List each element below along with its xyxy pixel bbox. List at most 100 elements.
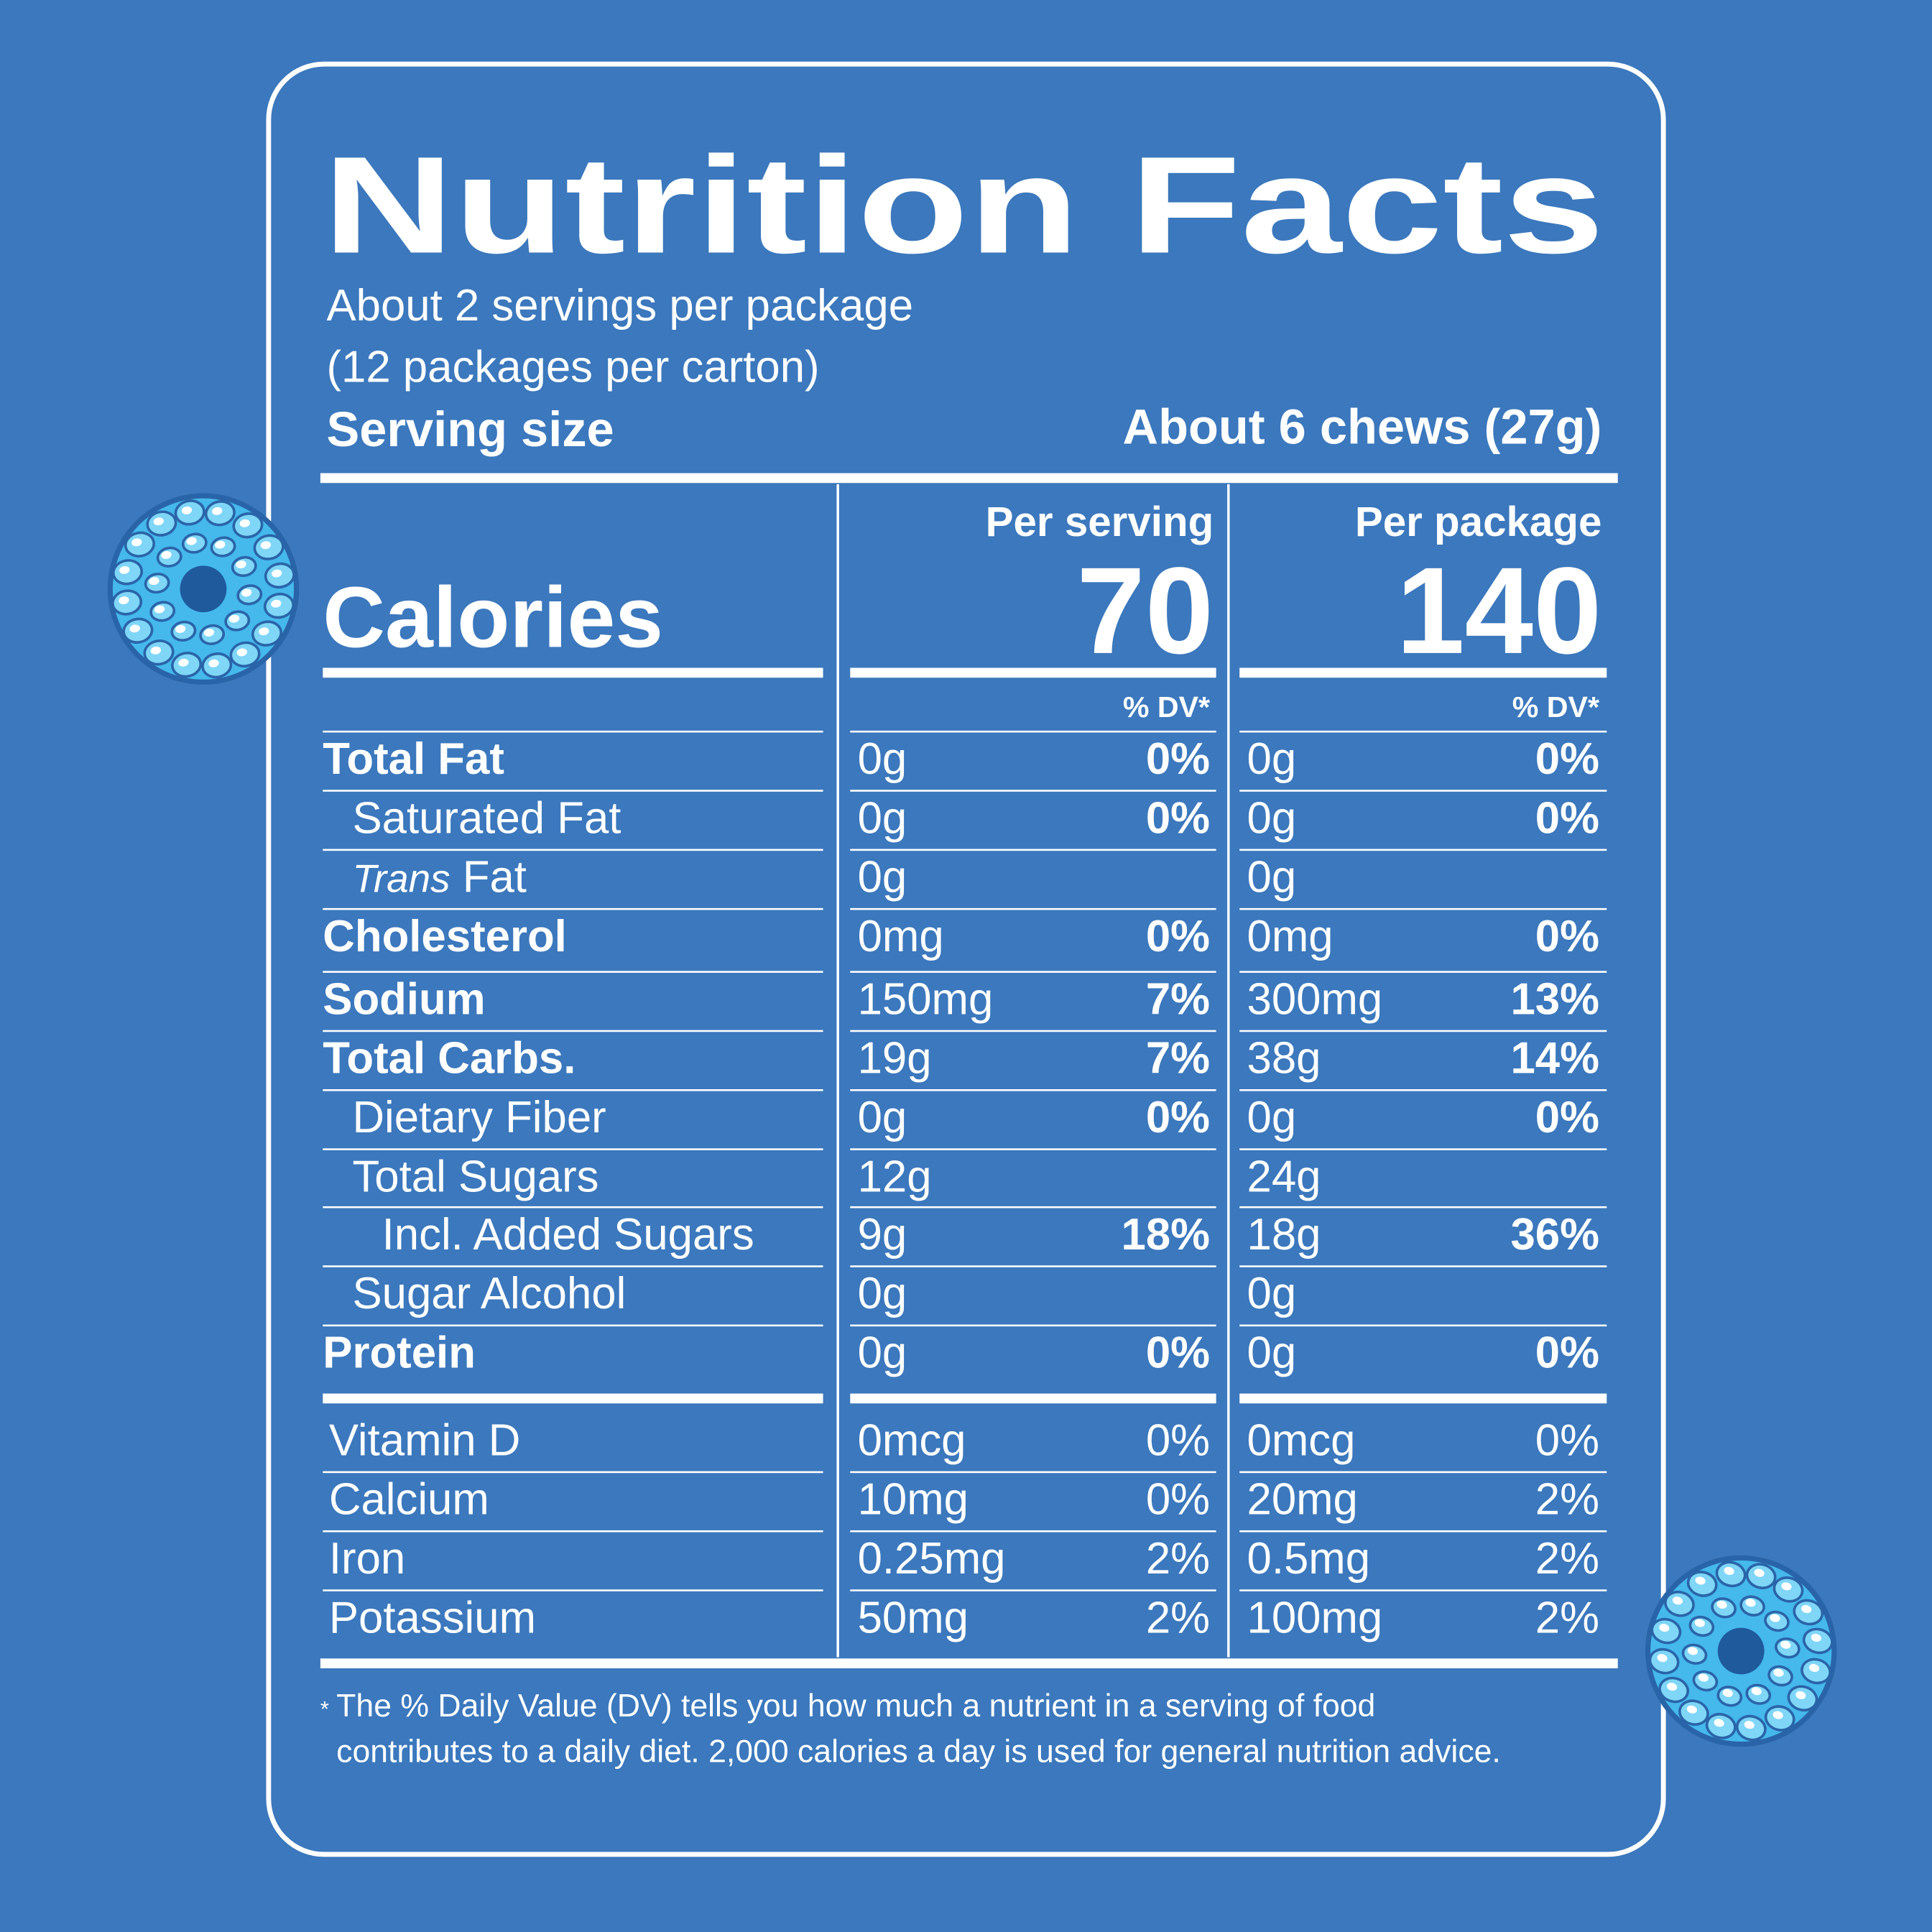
nutrient-label: Total Sugars — [352, 1152, 598, 1201]
vitamin-label: Calcium — [329, 1475, 489, 1525]
rule-thin — [323, 1265, 823, 1267]
highlight — [149, 577, 160, 586]
daily-value: 2% — [1535, 1593, 1599, 1642]
amount: 0g — [1247, 793, 1297, 843]
rule-thin — [323, 971, 823, 973]
highlight — [1781, 1582, 1792, 1591]
amount: 300mg — [1247, 974, 1383, 1024]
berry-hole — [180, 565, 227, 613]
nutrient-label: Sugar Alcohol — [352, 1269, 626, 1318]
daily-value: 36% — [1510, 1210, 1599, 1260]
rule-thick — [1239, 667, 1607, 678]
berry-hole — [1717, 1627, 1765, 1675]
daily-value: 13% — [1510, 974, 1599, 1024]
amount: 18g — [1247, 1210, 1321, 1260]
highlight — [131, 538, 142, 547]
rule-thick — [850, 667, 1216, 678]
daily-value: 18% — [1122, 1210, 1211, 1260]
amount: 150mg — [858, 974, 994, 1024]
highlight — [1744, 1721, 1755, 1729]
rule-thin — [323, 849, 823, 851]
highlight — [1714, 1719, 1724, 1727]
rule-thin — [1239, 1589, 1607, 1591]
rule-thin — [1239, 1206, 1607, 1208]
berry — [107, 493, 300, 685]
highlight — [1772, 1711, 1783, 1719]
rule-thick — [320, 473, 1618, 484]
highlight — [203, 629, 215, 637]
nutrient-label: Sodium — [323, 974, 485, 1024]
nutrient-label: Fat — [463, 853, 527, 902]
daily-value: 0% — [1146, 1093, 1210, 1142]
packages: (12 packages per carton) — [326, 343, 819, 392]
highlight — [119, 565, 130, 574]
daily-value: 2% — [1146, 1534, 1210, 1584]
rule-thin — [850, 1324, 1216, 1327]
amount: 20mg — [1247, 1475, 1358, 1525]
highlight — [1795, 1691, 1806, 1699]
servings: About 2 servings per package — [326, 281, 913, 331]
highlight — [181, 506, 193, 514]
nutrient-label: Total Carbs. — [323, 1034, 576, 1083]
amount: 0g — [1247, 1093, 1297, 1142]
highlight — [1659, 1624, 1670, 1632]
rule-thin — [850, 1206, 1216, 1208]
highlight — [215, 540, 226, 549]
daily-value: 2% — [1146, 1593, 1210, 1642]
amount: 0g — [858, 1328, 907, 1378]
highlight — [1686, 1705, 1697, 1714]
highlight — [150, 646, 161, 655]
rule-thin — [323, 1324, 823, 1327]
highlight — [239, 519, 250, 527]
rule-thin — [323, 1206, 823, 1208]
amount: 50mg — [858, 1593, 969, 1642]
vitamin-label: Potassium — [329, 1593, 536, 1642]
highlight — [1754, 1568, 1765, 1577]
footnote: contributes to a daily diet. 2,000 calor… — [336, 1734, 1501, 1769]
daily-value: 7% — [1146, 1034, 1210, 1083]
nutrient-label: Protein — [323, 1328, 476, 1378]
daily-value: 0% — [1146, 734, 1210, 784]
highlight — [153, 517, 164, 526]
amount: 0mg — [858, 912, 944, 961]
column-header: Per serving — [986, 499, 1214, 545]
highlight — [1695, 1576, 1706, 1585]
daily-value: 0% — [1535, 1328, 1599, 1378]
highlight — [1801, 1605, 1812, 1614]
card-border — [266, 61, 1666, 1857]
amount: 10mg — [858, 1475, 969, 1525]
rule-thick — [320, 1658, 1618, 1669]
highlight — [236, 560, 246, 569]
rule-thin — [323, 790, 823, 792]
rule-thin — [1239, 1030, 1607, 1032]
footnote-marker: * — [320, 1696, 329, 1721]
calories-value: 140 — [1396, 542, 1601, 680]
berries — [107, 493, 1837, 1747]
rule-thick — [1239, 1393, 1607, 1404]
rule-thin — [323, 1089, 823, 1091]
rule-thin — [1239, 730, 1607, 733]
highlight — [1780, 1640, 1791, 1649]
rule-thin — [850, 730, 1216, 733]
column-header: Per package — [1355, 499, 1602, 545]
daily-value: 0% — [1535, 1093, 1599, 1142]
highlight — [154, 605, 165, 614]
highlight — [175, 625, 186, 633]
amount: 0g — [858, 1269, 907, 1318]
rule-thin — [850, 1530, 1216, 1533]
highlight — [241, 588, 252, 597]
nutrient-label: Incl. Added Sugars — [382, 1210, 754, 1260]
daily-value: 0% — [1146, 793, 1210, 843]
highlight — [1751, 1687, 1762, 1696]
rule-thin — [850, 1265, 1216, 1267]
berry — [1645, 1555, 1837, 1747]
daily-value: 2% — [1535, 1534, 1599, 1584]
highlight — [178, 658, 189, 667]
highlight — [1745, 1599, 1756, 1607]
rule-thick — [323, 667, 823, 678]
rule-thin — [1239, 1324, 1607, 1327]
rule-thin — [850, 1589, 1216, 1591]
highlight — [236, 648, 247, 657]
highlight — [1722, 1688, 1733, 1697]
highlight — [1657, 1654, 1668, 1663]
